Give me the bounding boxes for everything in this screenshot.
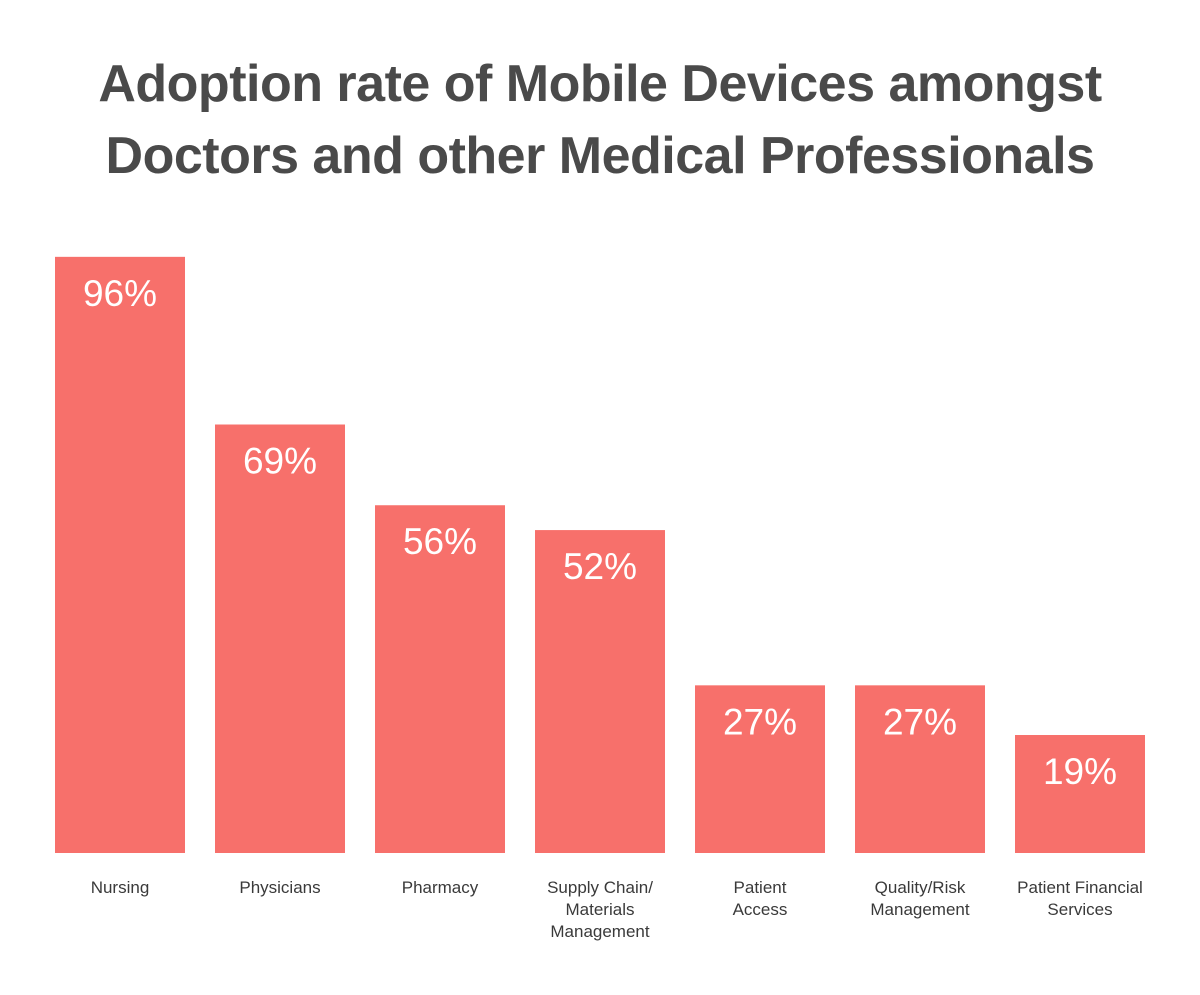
category-label-4: Patient Access [733,878,788,919]
bar-2 [375,505,505,853]
category-label-6: Patient Financial Services [1017,878,1143,919]
category-label-6-line-1: Services [1047,900,1112,919]
category-label-0: Nursing [91,878,150,897]
category-label-6-line-0: Patient Financial [1017,878,1143,897]
category-label-4-line-1: Access [733,900,788,919]
category-label-3-line-0: Supply Chain/ [547,878,653,897]
category-label-1-line-0: Physicians [239,878,320,897]
bar-value-label-2: 56% [403,521,477,562]
category-label-3: Supply Chain/Materials Management [547,878,653,941]
chart-title-line-1: Adoption rate of Mobile Devices amongst [98,55,1102,113]
category-label-2: Pharmacy [402,878,479,897]
category-label-5-line-0: Quality/Risk [875,878,966,897]
bar-3 [535,530,665,853]
bar-value-label-5: 27% [883,701,957,742]
bar-value-label-0: 96% [83,273,157,314]
chart-title-line-2: Doctors and other Medical Professionals [105,127,1095,185]
category-label-2-line-0: Pharmacy [402,878,479,897]
bar-value-label-4: 27% [723,701,797,742]
category-label-0-line-0: Nursing [91,878,150,897]
category-label-5-line-1: Management [870,900,970,919]
bar-value-label-3: 52% [563,546,637,587]
category-label-1: Physicians [239,878,320,897]
chart-title: Adoption rate of Mobile Devices amongst … [0,48,1200,192]
category-label-5: Quality/Risk Management [870,878,970,919]
bar-6 [1015,735,1145,853]
bar-1 [215,424,345,853]
bar-value-label-6: 19% [1043,751,1117,792]
bar-5 [855,685,985,853]
bar-value-label-1: 69% [243,441,317,482]
bar-4 [695,685,825,853]
category-label-3-line-1: Materials [566,900,635,919]
category-label-4-line-0: Patient [734,878,787,897]
bar-0 [55,256,185,854]
category-label-3-line-2: Management [550,922,650,941]
